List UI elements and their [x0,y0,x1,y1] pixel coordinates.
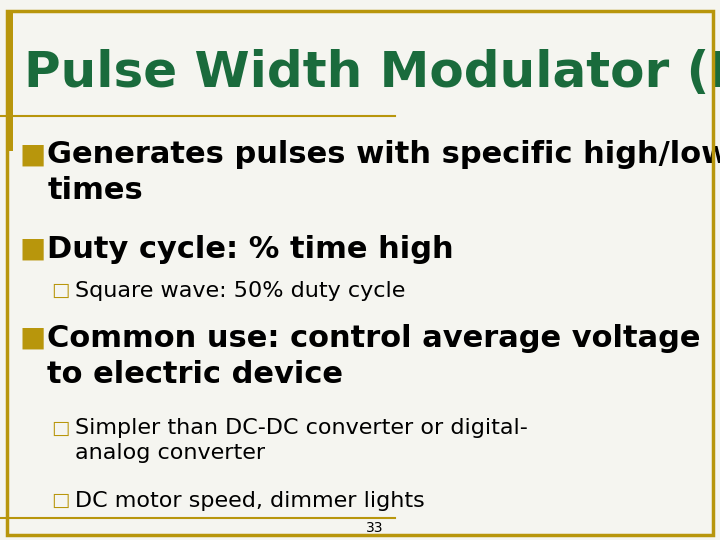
Text: Square wave: 50% duty cycle: Square wave: 50% duty cycle [75,281,405,301]
Text: □: □ [51,491,70,510]
Text: Generates pulses with specific high/low
times: Generates pulses with specific high/low … [48,140,720,205]
Text: 33: 33 [366,521,383,535]
Text: □: □ [51,281,70,300]
Text: ■: ■ [19,324,46,352]
Text: Pulse Width Modulator (PWM): Pulse Width Modulator (PWM) [24,49,720,97]
Text: Common use: control average voltage
to electric device: Common use: control average voltage to e… [48,324,701,389]
Text: DC motor speed, dimmer lights: DC motor speed, dimmer lights [75,491,425,511]
Text: Simpler than DC-DC converter or digital-
analog converter: Simpler than DC-DC converter or digital-… [75,418,528,463]
Text: Duty cycle: % time high: Duty cycle: % time high [48,235,454,264]
Text: ■: ■ [19,140,46,168]
Text: □: □ [51,418,70,437]
Text: ■: ■ [19,235,46,263]
